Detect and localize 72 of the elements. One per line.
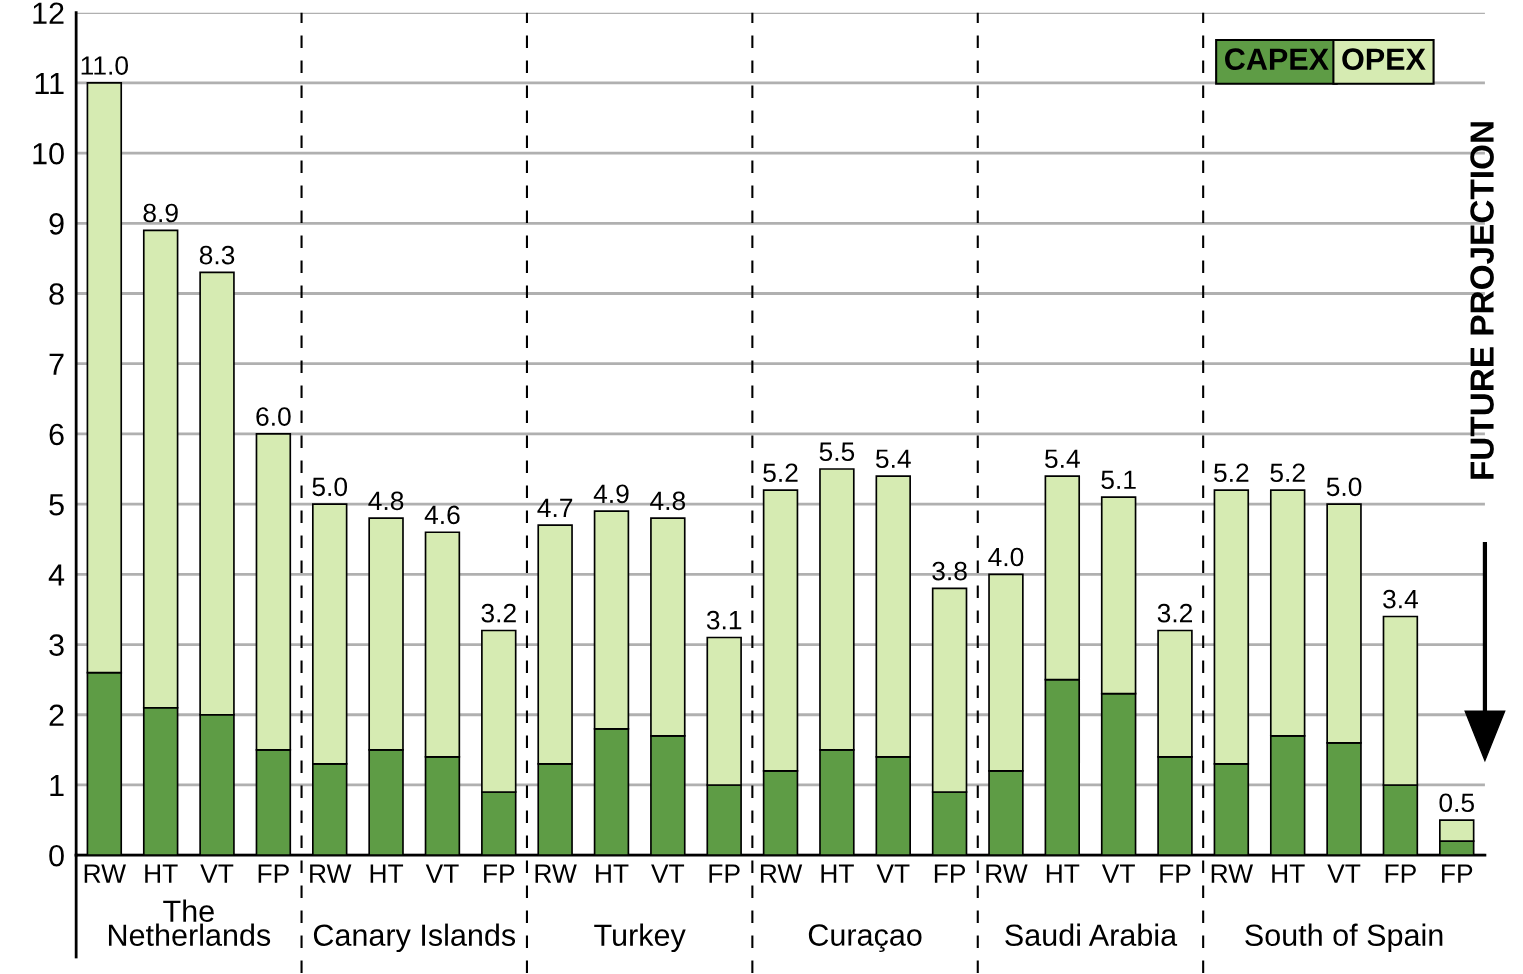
y-tick-label: 10 xyxy=(33,142,64,165)
text: CAPEX xyxy=(1225,48,1329,71)
y-tick-label: 3 xyxy=(49,634,64,656)
total-label: 5.0 xyxy=(1326,477,1362,497)
y-tick-label: 8 xyxy=(49,283,64,305)
total-label: 3.1 xyxy=(706,610,742,630)
total-label: 3.2 xyxy=(481,603,516,623)
y-tick-label: 7 xyxy=(49,353,64,375)
text: Curaçao xyxy=(808,924,922,953)
total-label: 8.9 xyxy=(143,203,178,223)
text: Turkey xyxy=(594,923,686,953)
total-label: 4.8 xyxy=(368,491,404,511)
y-tick-label: 1 xyxy=(50,775,64,797)
x-tick-label: FP xyxy=(1442,864,1473,883)
total-label: 5.4 xyxy=(875,449,911,469)
total-label: 0.5 xyxy=(1439,793,1474,813)
total-label: 5.1 xyxy=(1101,470,1136,490)
total-label: 5.4 xyxy=(1045,449,1080,469)
x-tick-label: RW xyxy=(535,864,577,883)
x-tick-label: HT xyxy=(821,864,854,883)
x-tick-label: VT xyxy=(1101,864,1135,883)
text: OPEX xyxy=(1342,48,1426,71)
annotation: FUTURE PROJECTION xyxy=(1470,122,1494,479)
total-label: 5.2 xyxy=(1214,463,1249,483)
total-label: 5.0 xyxy=(312,477,348,497)
x-tick-label: FP xyxy=(709,864,740,883)
x-tick-label: FP xyxy=(258,864,289,883)
x-tick-label: HT xyxy=(1272,864,1305,883)
y-tick-label: 6 xyxy=(49,423,64,446)
y-tick-label: 2 xyxy=(49,704,64,726)
x-tick-label: RW xyxy=(84,864,126,883)
text: Canary Islands xyxy=(313,923,516,953)
text: The Netherlands xyxy=(108,899,271,947)
total-label: 3.4 xyxy=(1383,589,1418,609)
x-tick-label: HT xyxy=(596,864,629,883)
y-tick-label: 11 xyxy=(35,72,64,94)
total-label: 3.2 xyxy=(1157,603,1193,623)
total-label: 8.3 xyxy=(199,245,235,265)
total-label: 6.0 xyxy=(256,407,291,426)
x-tick-label: VT xyxy=(1327,864,1361,883)
x-tick-label: VT xyxy=(651,864,685,883)
total-label: 4.0 xyxy=(988,547,1024,567)
x-tick-label: FP xyxy=(484,864,515,883)
total-label: 11.0 xyxy=(81,56,128,75)
y-tick-label: 12 xyxy=(33,2,64,24)
x-tick-label: FP xyxy=(934,864,966,883)
total-label: 5.5 xyxy=(819,442,855,462)
y-tick-label: 0 xyxy=(49,844,64,867)
total-label: 5.2 xyxy=(1270,463,1305,483)
total-label: 4.6 xyxy=(424,505,460,525)
x-tick-label: VT xyxy=(200,864,234,883)
x-tick-label: FP xyxy=(1160,864,1191,883)
total-label: 4.7 xyxy=(537,498,573,517)
total-label: 5.2 xyxy=(763,463,798,483)
total-label: 3.8 xyxy=(932,561,967,581)
x-tick-label: HT xyxy=(370,864,404,883)
x-tick-label: RW xyxy=(760,864,803,883)
x-tick-label: VT xyxy=(876,864,910,883)
text: South of Spain xyxy=(1245,923,1443,953)
total-label: 4.9 xyxy=(593,484,629,504)
x-tick-label: RW xyxy=(310,864,352,883)
total-label: 4.8 xyxy=(650,491,686,511)
x-tick-label: VT xyxy=(425,864,459,883)
x-tick-label: HT xyxy=(1046,864,1080,883)
x-tick-label: RW xyxy=(1211,864,1254,883)
y-tick-label: 5 xyxy=(49,494,64,516)
y-tick-label: 9 xyxy=(49,213,64,235)
x-tick-label: RW xyxy=(986,864,1028,883)
x-tick-label: HT xyxy=(145,864,178,883)
x-tick-label: FP xyxy=(1385,864,1416,883)
text: Saudi Arabia xyxy=(1005,923,1178,947)
y-tick-label: 4 xyxy=(48,564,65,586)
